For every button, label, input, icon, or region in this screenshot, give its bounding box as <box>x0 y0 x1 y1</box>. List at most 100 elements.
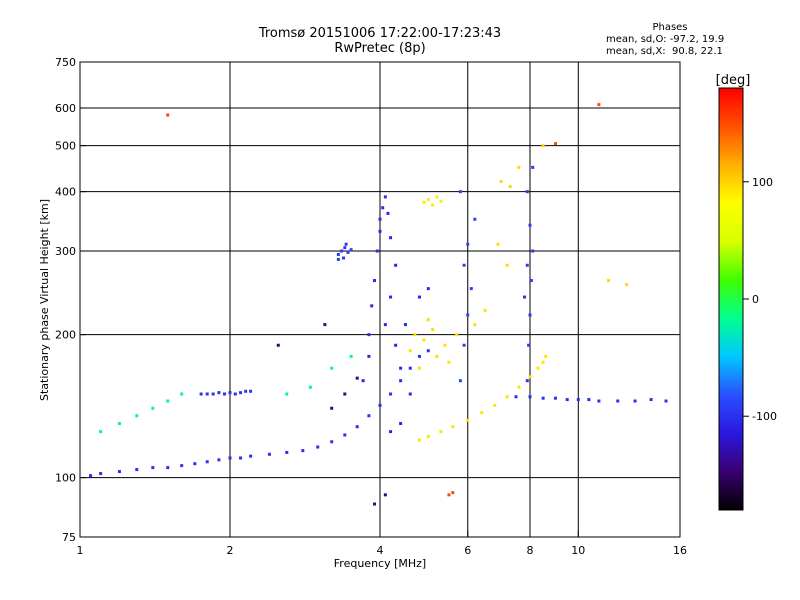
point-x-scattered-1 <box>508 185 512 189</box>
point-o-cloud-300km-3 <box>346 250 350 254</box>
point-o-cusp-4MHz-20 <box>403 323 407 327</box>
point-o-column-8MHz-2 <box>528 313 532 317</box>
point-o-cloud-300km-0 <box>336 252 340 256</box>
point-x-trace-5 <box>480 411 484 415</box>
point-o-column-6MHz-3 <box>469 287 473 291</box>
point-x-trace-4 <box>466 418 470 422</box>
x-tick-label-16: 16 <box>673 544 687 557</box>
point-o-cusp-4MHz-2 <box>367 333 371 337</box>
point-o-cusp-4MHz-10 <box>386 211 390 215</box>
point-o-column-6MHz-7 <box>458 190 462 194</box>
point-o-column-8MHz-4 <box>531 249 535 253</box>
point-o-sporadic-150km-4 <box>223 392 227 396</box>
point-o-high-freq-band-2 <box>541 396 545 400</box>
x-tick-label-2: 2 <box>227 544 234 557</box>
point-o-high-freq-band-0 <box>514 395 518 399</box>
x-tick-label-6: 6 <box>464 544 471 557</box>
point-o-trace-F-1 <box>99 472 103 476</box>
point-x-upper-380km-4 <box>439 199 443 203</box>
point-o-trace-F-18 <box>343 433 347 437</box>
point-o-column-6MHz-6 <box>473 217 477 221</box>
point-x-scattered-3 <box>496 242 500 246</box>
point-x-trace-0 <box>417 438 421 442</box>
point-o-column-6MHz-4 <box>462 263 466 267</box>
point-x-trace-1 <box>426 435 430 439</box>
point-o-trace-F-9 <box>217 458 221 462</box>
point-o-cusp-4MHz-7 <box>378 217 382 221</box>
point-o-trace-F-25 <box>417 354 421 358</box>
point-o-column-8MHz-3 <box>529 279 533 283</box>
point-red-outliers-2 <box>553 142 557 146</box>
point-o-high-freq-band-3 <box>553 396 557 400</box>
point-red-outliers-1 <box>597 103 601 107</box>
grid-lines <box>80 62 680 537</box>
point-o-column-6MHz-0 <box>458 379 462 383</box>
point-o-cloud-300km-4 <box>349 248 353 252</box>
point-o-sporadic-150km-8 <box>244 389 248 393</box>
point-o-cusp-4MHz-15 <box>394 343 398 347</box>
point-purple-dots-4 <box>323 323 327 327</box>
y-tick-label-500: 500 <box>55 140 76 153</box>
point-o-trace-F-19 <box>355 425 359 429</box>
point-o-trace-F-11 <box>239 456 243 460</box>
point-o-cusp-4MHz-13 <box>389 295 393 299</box>
point-o-cusp-4MHz-1 <box>367 354 371 358</box>
point-x-cloud-180km-0 <box>408 349 412 353</box>
point-o-trace-F-23 <box>399 379 403 383</box>
x-tick-label-4: 4 <box>377 544 384 557</box>
point-o-sporadic-150km-7 <box>239 391 243 395</box>
point-mixed-low-2 <box>135 414 139 418</box>
point-red-outliers-3 <box>447 493 451 497</box>
point-o-column-6MHz-5 <box>466 242 470 246</box>
point-o-trace-F-14 <box>285 450 289 454</box>
point-o-trace-F-26 <box>426 349 430 353</box>
point-o-trace-F-17 <box>330 440 334 444</box>
point-o-trace-F-12 <box>249 454 253 458</box>
point-o-cloud-300km-7 <box>336 257 340 261</box>
point-x-upper-380km-3 <box>435 195 439 199</box>
y-tick-label-600: 600 <box>55 102 76 115</box>
colorbar-ticks: 100 0 -100 <box>743 176 777 423</box>
point-o-column-8MHz-9 <box>525 263 529 267</box>
point-o-high-freq-band-7 <box>597 399 601 403</box>
point-mixed-low-7 <box>308 385 312 389</box>
point-purple-dots-5 <box>383 493 387 497</box>
point-x-scattered-4 <box>505 263 509 267</box>
y-tick-label-75: 75 <box>62 531 76 544</box>
phase-stats-x: mean, sd,X: 90.8, 22.1 <box>606 46 723 57</box>
point-x-trace-2 <box>439 430 443 434</box>
colorbar <box>718 87 744 511</box>
point-o-trace-F-21 <box>378 403 382 407</box>
point-purple-dots-6 <box>373 502 377 506</box>
point-o-cusp-4MHz-21 <box>417 295 421 299</box>
point-o-column-6MHz-1 <box>462 343 466 347</box>
point-o-sporadic-150km-0 <box>199 392 203 396</box>
point-purple-dots-3 <box>276 343 280 347</box>
point-o-high-freq-band-10 <box>649 398 653 402</box>
point-x-cloud-180km-8 <box>473 323 477 327</box>
point-mixed-low-8 <box>330 366 334 370</box>
point-x-upper-380km-2 <box>431 203 435 207</box>
point-x-trace-3 <box>451 425 455 429</box>
point-x-upper-380km-0 <box>422 200 426 204</box>
point-x-trace-12 <box>544 354 548 358</box>
point-o-high-freq-band-8 <box>616 399 620 403</box>
point-o-trace-F-4 <box>151 466 155 470</box>
point-o-high-freq-band-6 <box>587 398 591 402</box>
point-o-trace-F-2 <box>117 470 121 474</box>
point-o-trace-F-13 <box>267 452 271 456</box>
point-o-high-freq-band-11 <box>664 399 668 403</box>
point-o-cusp-4MHz-3 <box>370 304 374 308</box>
point-x-cloud-180km-1 <box>422 338 426 342</box>
point-o-trace-F-6 <box>180 464 184 468</box>
point-o-cloud-300km-2 <box>343 246 347 250</box>
colorbar-label: [deg] <box>716 73 751 88</box>
point-o-cusp-4MHz-6 <box>378 229 382 233</box>
point-o-trace-F-0 <box>89 474 93 478</box>
point-x-upper-380km-1 <box>426 198 430 202</box>
point-x-scattered-5 <box>607 279 611 283</box>
point-x-trace-6 <box>493 403 497 407</box>
point-o-high-freq-band-1 <box>528 395 532 399</box>
point-o-trace-F-3 <box>135 468 139 472</box>
